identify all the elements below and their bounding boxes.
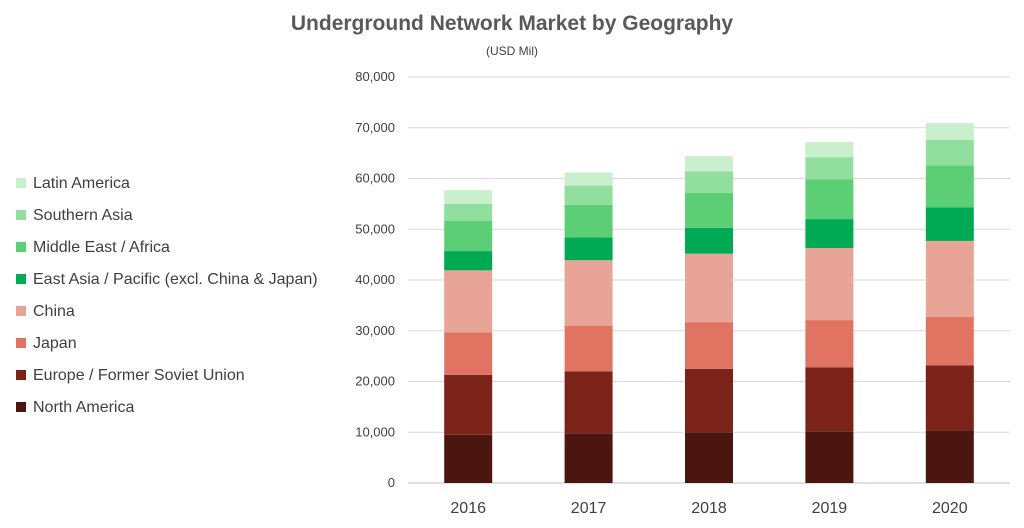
bar-segment: [925, 207, 974, 241]
legend-label: Southern Asia: [33, 207, 133, 224]
bar-segment: [805, 367, 854, 432]
bar-segment: [925, 123, 974, 140]
x-axis-ticks: 2016 2017 2018 2019 2020: [450, 500, 967, 517]
bar-segment: [685, 227, 733, 254]
bar-segment: [444, 190, 493, 204]
bar-segment: [805, 320, 854, 368]
bar-segment: [685, 192, 733, 228]
bar-segment: [564, 204, 613, 238]
bar-segment: [925, 139, 974, 166]
y-axis-ticks: 0 10,000 20,000 30,000 40,000 50,000 60,000 70,…: [355, 69, 395, 490]
bar-segment: [925, 430, 974, 483]
y-tick-label: 30,000: [355, 323, 395, 338]
legend-label: Japan: [33, 335, 77, 352]
bar-segment: [564, 325, 613, 372]
bar-segment: [564, 185, 613, 205]
bar-segment: [925, 240, 974, 318]
bar-segment: [805, 179, 854, 220]
bar-segment: [444, 251, 493, 271]
y-tick-label: 0: [388, 475, 395, 490]
bar-segment: [925, 165, 974, 208]
x-tick-label: 2020: [932, 500, 968, 517]
legend-label: China: [33, 303, 75, 320]
chart-title: Underground Network Market by Geography: [290, 12, 734, 35]
bar-segment: [444, 220, 493, 252]
bars: [444, 123, 974, 483]
legend: Latin America Southern Asia Middle East / …: [16, 175, 318, 416]
y-tick-label: 40,000: [355, 272, 395, 287]
legend-swatch: [16, 178, 26, 188]
bar-segment: [805, 219, 854, 249]
bar-segment: [564, 237, 613, 261]
bar-segment: [564, 371, 613, 434]
y-tick-label: 50,000: [355, 221, 395, 236]
bar-segment: [564, 172, 613, 186]
y-tick-label: 70,000: [355, 120, 395, 135]
bar-segment: [685, 368, 733, 433]
legend-swatch: [16, 402, 26, 412]
legend-swatch: [16, 274, 26, 284]
legend-swatch: [16, 370, 26, 380]
legend-label: Latin America: [33, 175, 130, 192]
legend-swatch: [16, 210, 26, 220]
bar-segment: [685, 322, 733, 369]
bar-segment: [444, 434, 493, 483]
legend-label: East Asia / Pacific (excl. China & Japan…: [33, 271, 318, 288]
y-tick-label: 80,000: [355, 69, 395, 84]
y-tick-label: 10,000: [355, 424, 395, 439]
bar-segment: [685, 253, 733, 323]
bar-segment: [805, 431, 854, 483]
bar-segment: [685, 432, 733, 483]
bar-segment: [805, 157, 854, 180]
bar-segment: [805, 248, 854, 321]
legend-swatch: [16, 338, 26, 348]
bar-segment: [444, 332, 493, 375]
x-tick-label: 2018: [691, 500, 727, 517]
legend-label: Europe / Former Soviet Union: [33, 367, 245, 384]
x-tick-label: 2017: [571, 500, 607, 517]
legend-swatch: [16, 306, 26, 316]
bar-segment: [444, 270, 493, 333]
legend-swatch: [16, 242, 26, 252]
x-tick-label: 2016: [450, 500, 486, 517]
y-tick-label: 60,000: [355, 171, 395, 186]
bar-segment: [805, 141, 854, 158]
chart-subtitle: (USD Mil): [486, 44, 538, 58]
legend-label: Middle East / Africa: [33, 239, 170, 256]
bar-segment: [925, 365, 974, 431]
y-tick-label: 20,000: [355, 374, 395, 389]
bar-segment: [925, 317, 974, 366]
bar-segment: [685, 156, 733, 172]
bar-segment: [564, 260, 613, 326]
bar-segment: [444, 374, 493, 435]
bar-segment: [564, 433, 613, 483]
legend-label: North America: [33, 399, 134, 416]
bar-segment: [685, 171, 733, 193]
x-tick-label: 2019: [812, 500, 848, 517]
bar-segment: [444, 203, 493, 221]
